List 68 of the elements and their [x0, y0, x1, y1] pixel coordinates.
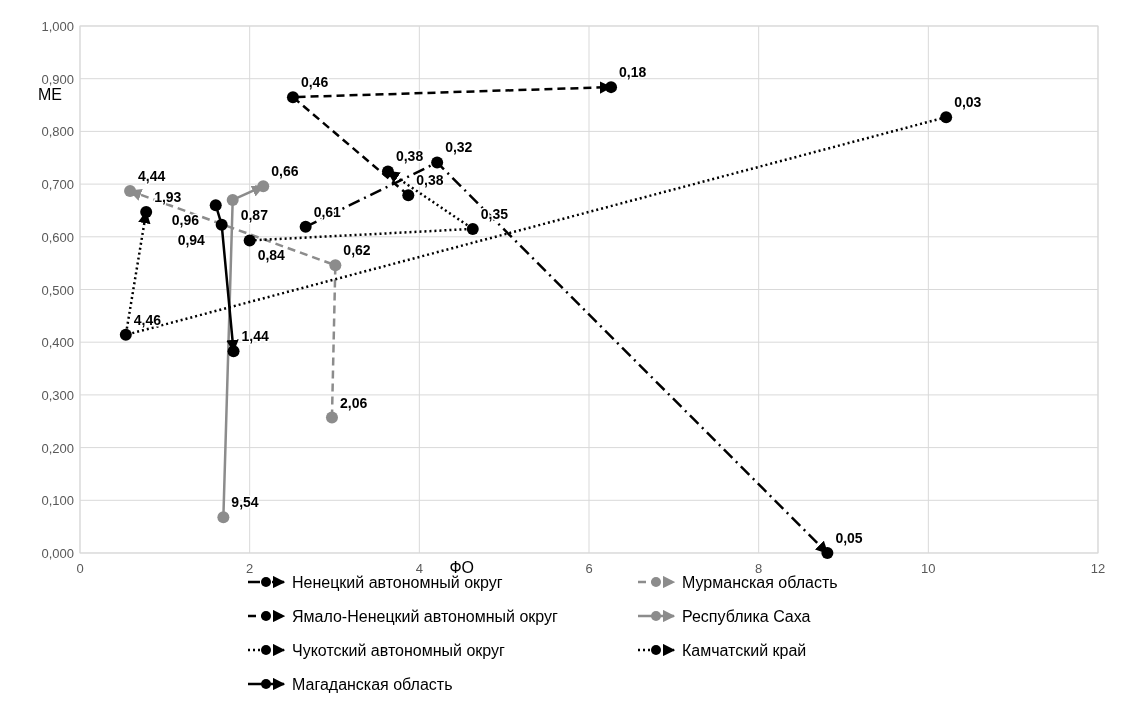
annotation: 0,03 [954, 94, 982, 111]
annotation: 0,66 [271, 163, 299, 180]
annotation: 0,96 [171, 212, 200, 229]
annotation: 0,84 [257, 247, 286, 264]
point [325, 411, 338, 424]
x-tick-label: 10 [921, 561, 936, 576]
y-tick-label: 1,000 [41, 19, 74, 34]
point [466, 222, 479, 235]
point [140, 206, 153, 219]
annotation: 0,87 [240, 206, 269, 223]
annotation: 4,44 [138, 167, 166, 184]
x-tick-label: 6 [585, 561, 593, 576]
point [402, 189, 415, 202]
annotation: 4,46 [133, 311, 162, 328]
legend-label: Камчатский край [682, 642, 807, 659]
point [821, 547, 834, 559]
point [329, 259, 342, 272]
y-tick-label: 0,500 [41, 282, 74, 298]
legend-label: Магаданская область [292, 676, 453, 693]
annotation: 9,54 [231, 494, 259, 511]
point [431, 156, 444, 169]
y-tick-label: 0,200 [41, 440, 74, 456]
point [381, 165, 394, 178]
annotation: 0,62 [343, 242, 371, 259]
y-tick-label: 0,900 [41, 71, 74, 87]
x-tick-label: 0 [76, 561, 84, 576]
point [226, 193, 239, 206]
point [209, 199, 222, 212]
annotation: 0,46 [300, 74, 329, 91]
x-tick-label: 4 [415, 561, 423, 576]
legend-label: Республика Саха [682, 608, 811, 625]
point [124, 184, 137, 197]
point [227, 345, 240, 358]
y-tick-label: 0,600 [41, 229, 74, 245]
y-tick-label: 0,800 [41, 124, 74, 140]
point [217, 511, 230, 524]
x-tick-label: 12 [1090, 561, 1106, 576]
annotation: 1,93 [154, 189, 182, 206]
legend-label: Чукотский автономный округ [292, 642, 506, 659]
legend-label: Мурманская область [682, 574, 838, 591]
x-tick-label: 2 [246, 561, 254, 576]
y-tick-label: 0,700 [41, 177, 74, 193]
y-tick-label: 0,100 [41, 493, 74, 509]
legend-label: Ненецкий автономный округ [292, 574, 503, 591]
annotation: 0,18 [619, 64, 647, 81]
legend-label: Ямало-Ненецкий автономный округ [292, 608, 559, 625]
point [605, 81, 618, 94]
y-tick-label: 0,000 [41, 546, 74, 561]
point [119, 328, 132, 341]
annotation: 0,38 [395, 148, 424, 165]
point [286, 91, 299, 104]
annotation: 1,44 [241, 328, 270, 345]
y-tick-label: 0,400 [41, 335, 74, 351]
annotation: 0,61 [313, 203, 342, 220]
point [299, 220, 312, 233]
x-tick-label: 8 [755, 561, 763, 576]
annotation: 0,05 [835, 530, 863, 546]
annotation: 0,94 [177, 231, 206, 248]
y-tick-label: 0,300 [41, 387, 74, 403]
point [243, 234, 256, 247]
x-axis-title: ФО [449, 559, 475, 576]
annotation: 0,32 [445, 139, 473, 156]
annotation: 0,38 [416, 172, 444, 189]
point [940, 111, 953, 124]
point [215, 218, 228, 231]
point [257, 180, 270, 193]
annotation: 2,06 [339, 394, 368, 411]
y-axis-title: ME [38, 85, 62, 103]
